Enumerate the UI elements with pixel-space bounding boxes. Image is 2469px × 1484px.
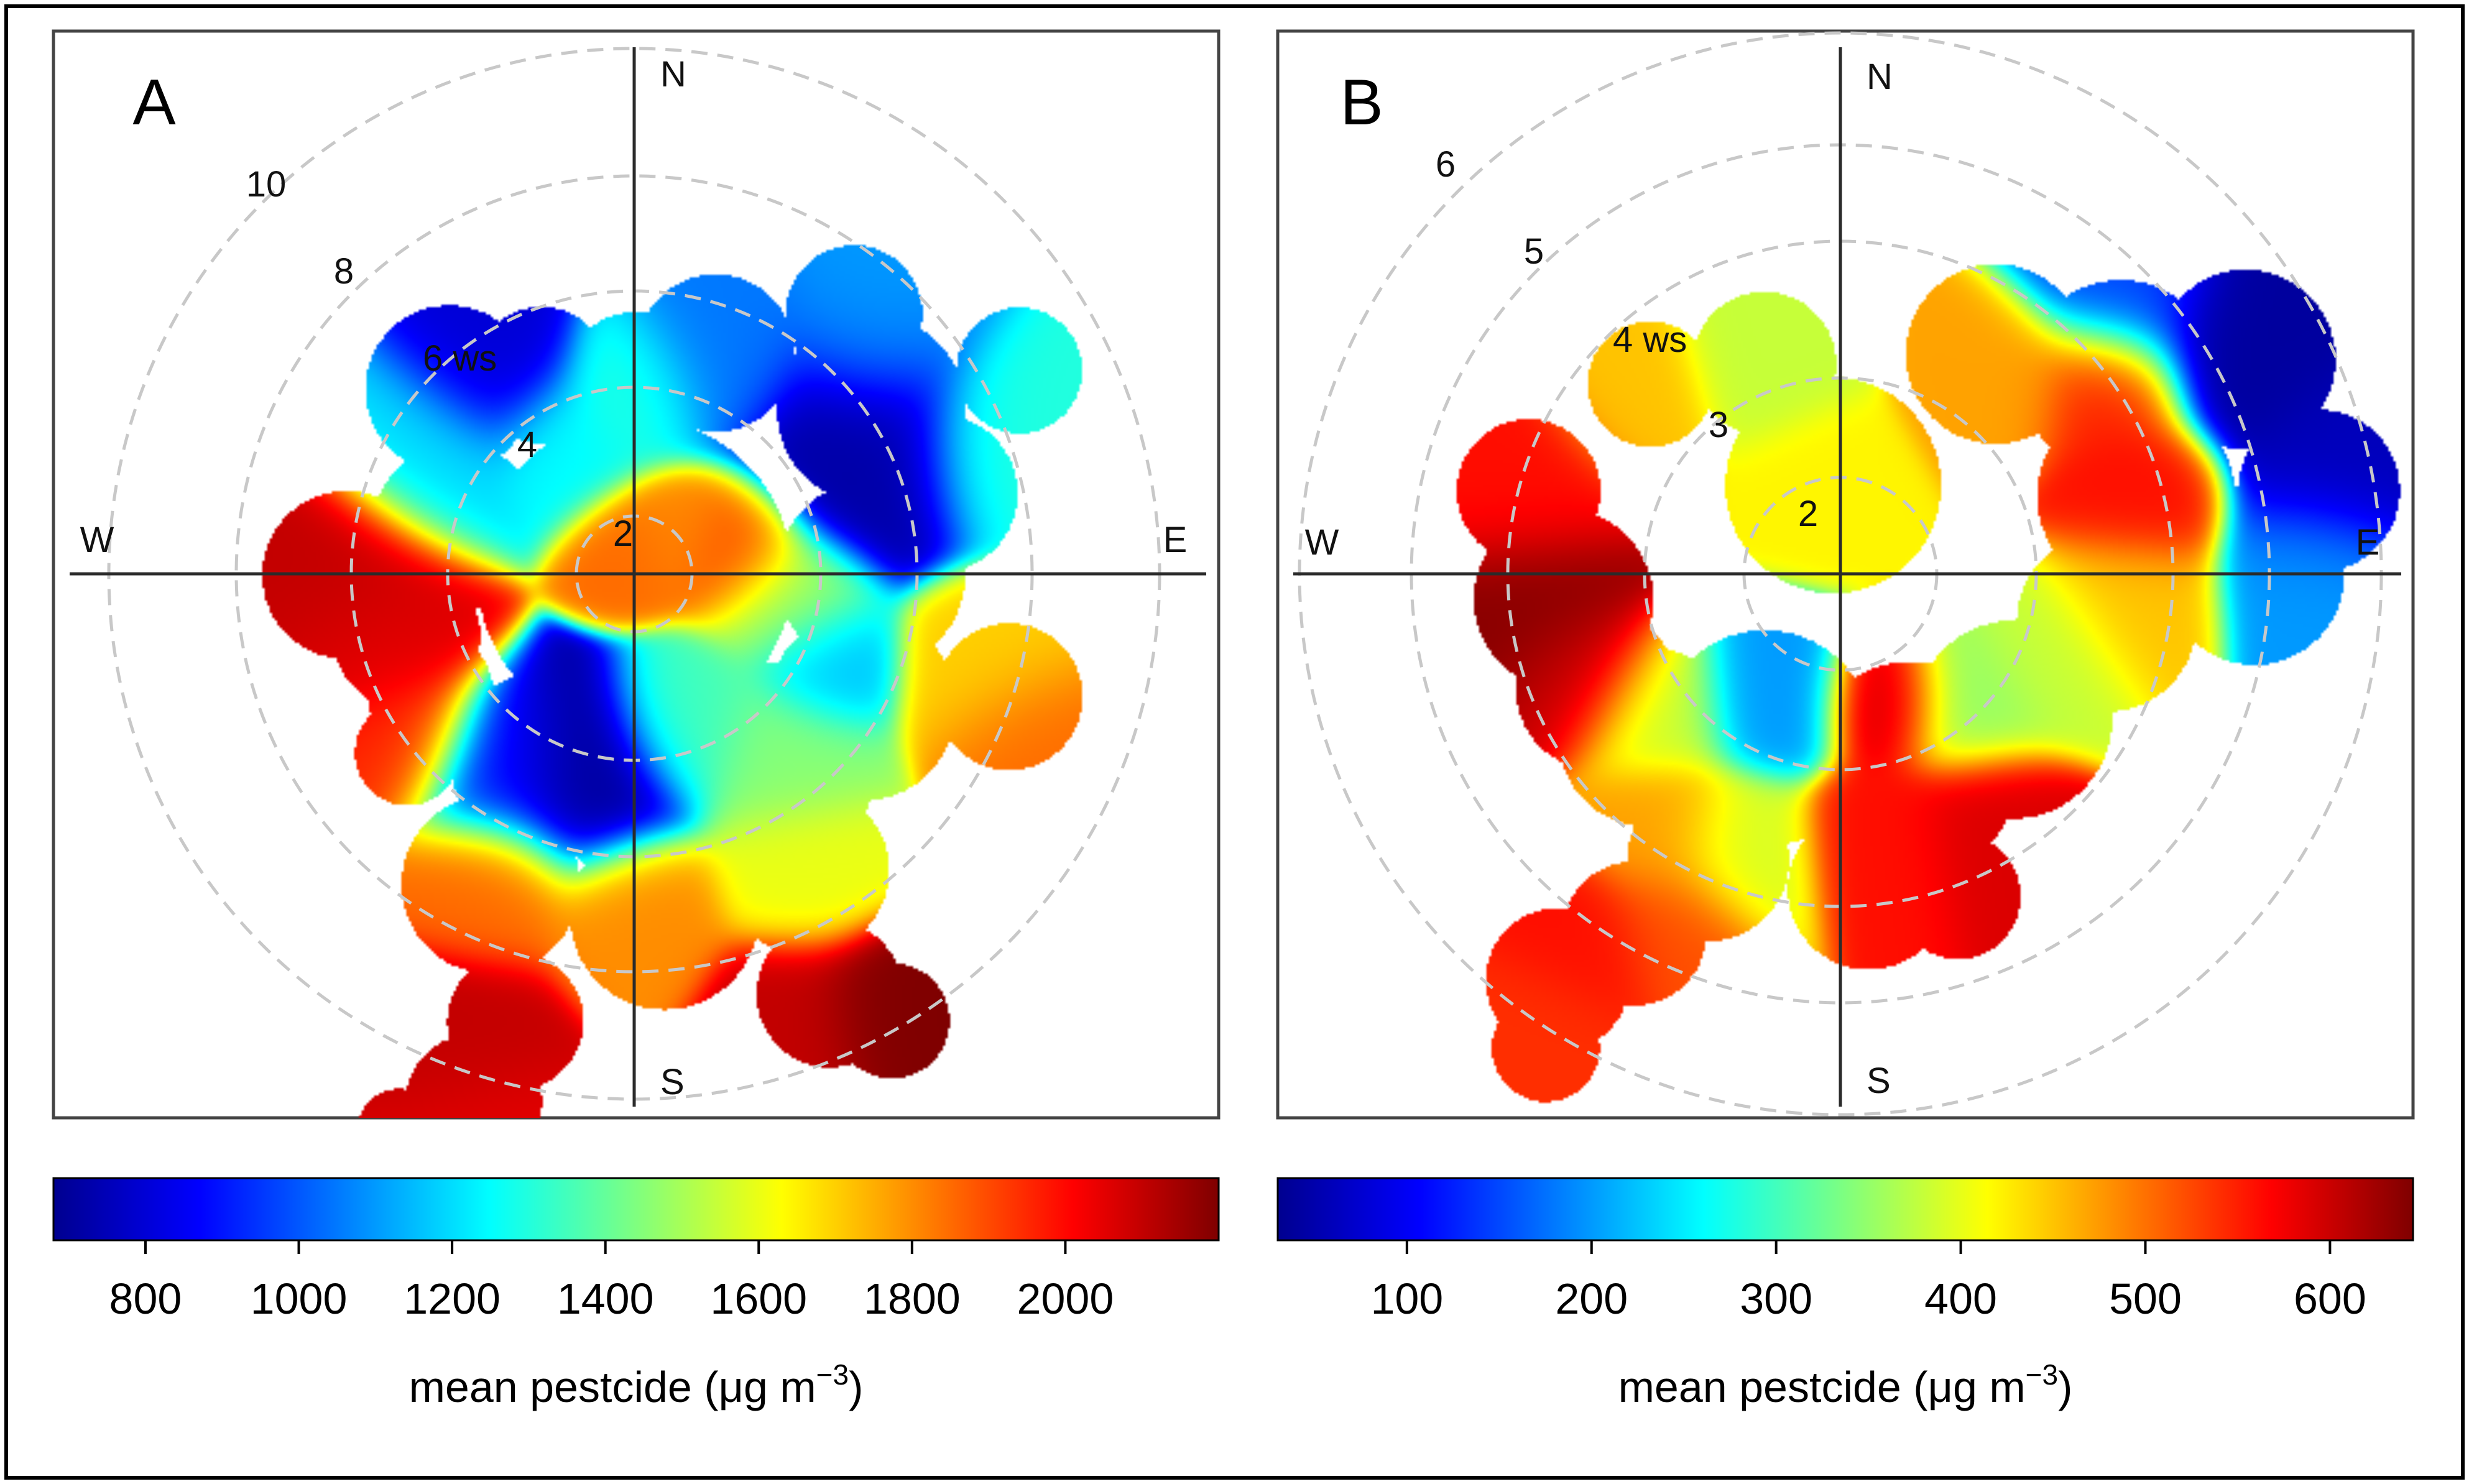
panel-a-ring-label-4: 4 [517, 425, 537, 465]
panel-a: N E S W 2 4 6 ws 8 10 A 800 1000 1200 1400 1… [52, 29, 1221, 1411]
panel-a-colorbar-tick-label-1800: 1800 [864, 1274, 961, 1323]
panel-a-label-n: N [660, 54, 686, 94]
panel-a-colorbar-tick-label-1600: 1600 [710, 1274, 807, 1323]
panel-b-colorbar-tick-label-500: 500 [2109, 1274, 2182, 1323]
panel-a-ring-label-6: 6 ws [423, 338, 497, 379]
panel-b-colorbar-title-close: ) [2058, 1363, 2072, 1411]
panel-b-colorbar-tick-label-200: 200 [1555, 1274, 1628, 1323]
panel-b-label-n: N [1867, 57, 1893, 97]
panel-a-colorbar-title-sup: −3 [816, 1358, 849, 1391]
panel-a-colorbar-tick-label-1000: 1000 [251, 1274, 348, 1323]
panel-b-colorbar-title: mean pestcide (μg m−3) [1618, 1358, 2073, 1411]
panel-b-ring-label-6: 6 [1436, 144, 1456, 185]
panel-b-ring-label-4: 4 ws [1613, 320, 1687, 360]
panel-b-colorbar [1278, 1178, 2413, 1240]
panel-a-colorbar-frame [52, 1177, 1220, 1242]
panel-a-label-s: S [660, 1062, 685, 1102]
panel-b-label-s: S [1867, 1061, 1891, 1101]
panel-b-ring-label-3: 3 [1709, 405, 1728, 445]
panel-b-colorbar-title-sup: −3 [2026, 1358, 2058, 1391]
figure-border [4, 4, 2465, 1480]
panel-a-colorbar-tick-label-2000: 2000 [1017, 1274, 1114, 1323]
panel-b-ring-label-5: 5 [1524, 231, 1544, 272]
panel-b-ring-label-2: 2 [1798, 494, 1818, 534]
panel-b-colorbar-title-main: mean pestcide (μg m [1618, 1363, 2026, 1411]
panel-b-colorbar-tick-label-300: 300 [1740, 1274, 1812, 1323]
panel-a-colorbar-title-main: mean pestcide (μg m [409, 1363, 816, 1411]
panel-b-label-e: E [2356, 522, 2380, 563]
panel-a-label-w: W [80, 520, 114, 560]
panel-b-colorbar-tick-label-400: 400 [1924, 1274, 1997, 1323]
panel-a-colorbar-tick-label-1400: 1400 [557, 1274, 654, 1323]
panel-b-colorbar-tick-label-100: 100 [1370, 1274, 1443, 1323]
panel-a-colorbar-ticks: 800 1000 1200 1400 1600 1800 2000 [109, 1240, 1114, 1323]
panel-a-ring-label-10: 10 [246, 164, 287, 205]
panel-a-colorbar-title: mean pestcide (μg m−3) [409, 1358, 864, 1411]
panel-a-colorbar [53, 1178, 1219, 1240]
panel-b-colorbar-tick-label-600: 600 [2294, 1274, 2366, 1323]
panel-b-label-w: W [1305, 522, 1339, 563]
panel-a-colorbar-title-close: ) [849, 1363, 863, 1411]
panel-b-letter: B [1340, 67, 1383, 139]
panel-b-colorbar-frame [1276, 1177, 2414, 1242]
panel-a-label-e: E [1163, 520, 1188, 560]
panel-a-letter: A [132, 67, 176, 139]
panel-a-ring-label-2: 2 [613, 514, 633, 554]
panel-b: N E S W 2 3 4 ws 5 6 B 100 200 300 400 500 60… [1276, 29, 2415, 1411]
panel-a-colorbar-tick-label-1200: 1200 [404, 1274, 501, 1323]
panel-a-ring-label-8: 8 [334, 251, 354, 292]
panel-a-colorbar-tick-label-800: 800 [109, 1274, 182, 1323]
panel-b-colorbar-ticks: 100 200 300 400 500 600 [1370, 1240, 2366, 1323]
